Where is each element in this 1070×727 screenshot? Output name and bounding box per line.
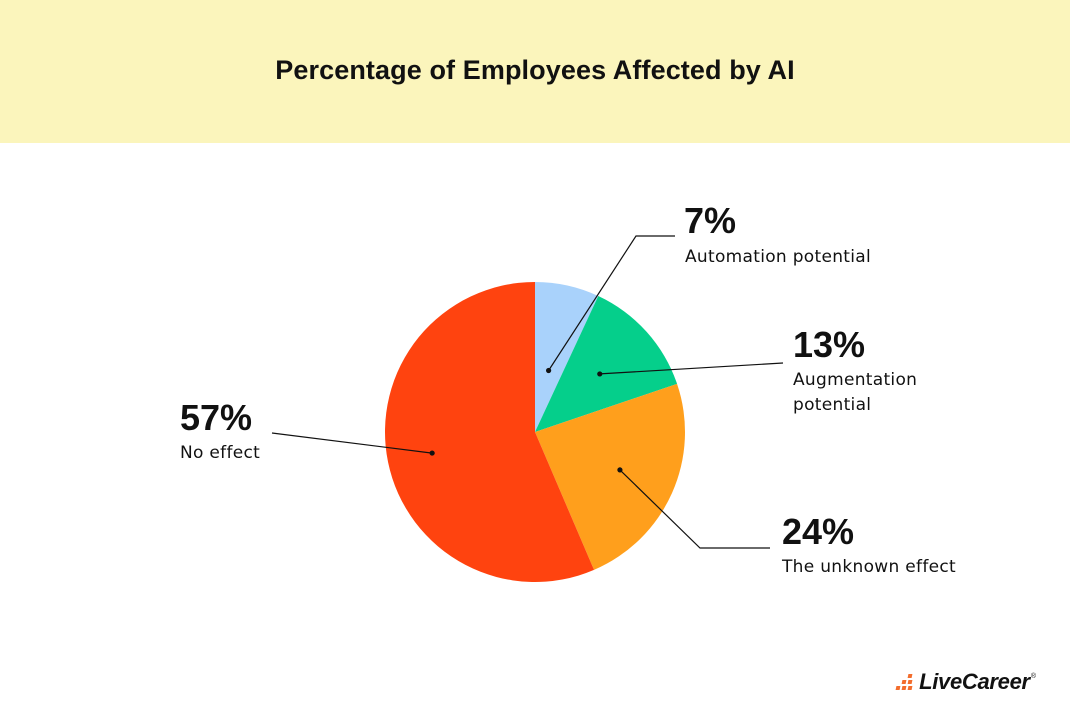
- chart-title: Percentage of Employees Affected by AI: [275, 55, 795, 85]
- logo-wordmark: LiveCareer: [919, 669, 1030, 694]
- slice-name-label-unknown: The unknown effect: [781, 557, 956, 577]
- slice-name-label-no-effect: No effect: [180, 443, 260, 463]
- logo-dots-icon: [895, 674, 916, 690]
- slice-name-label-augmentation-line-1: Augmentation: [793, 370, 917, 390]
- slice-value-label-no-effect: 57%: [180, 397, 252, 438]
- slice-value-label-unknown: 24%: [782, 511, 854, 552]
- slice-name-label-augmentation: Augmentation potential: [793, 370, 923, 415]
- slice-name-label-automation: Automation potential: [685, 247, 871, 267]
- pie-slice-automation: [535, 281, 599, 432]
- pie-slice-unknown: [535, 383, 685, 570]
- leader-line-no-effect: [271, 432, 433, 454]
- pie-slice-no-effect: [384, 282, 595, 582]
- leader-line-automation: [548, 235, 675, 371]
- brand-logo: LiveCareer ®: [895, 669, 1036, 695]
- slice-value-label-augmentation: 13%: [793, 324, 865, 365]
- slice-value-label-automation: 7%: [684, 200, 736, 241]
- slice-name-label-augmentation-line-2: potential: [793, 395, 871, 415]
- logo-registered-mark: ®: [1030, 673, 1036, 680]
- title-banner: Percentage of Employees Affected by AI: [0, 0, 1070, 143]
- leader-lines: [271, 235, 784, 549]
- pie-slice-augmentation: [535, 296, 678, 432]
- leader-dot-no-effect: [429, 450, 435, 456]
- pie-slices: [384, 281, 685, 582]
- leader-line-unknown: [619, 469, 770, 549]
- leader-dot-augmentation: [597, 371, 603, 377]
- leader-line-augmentation: [599, 362, 784, 375]
